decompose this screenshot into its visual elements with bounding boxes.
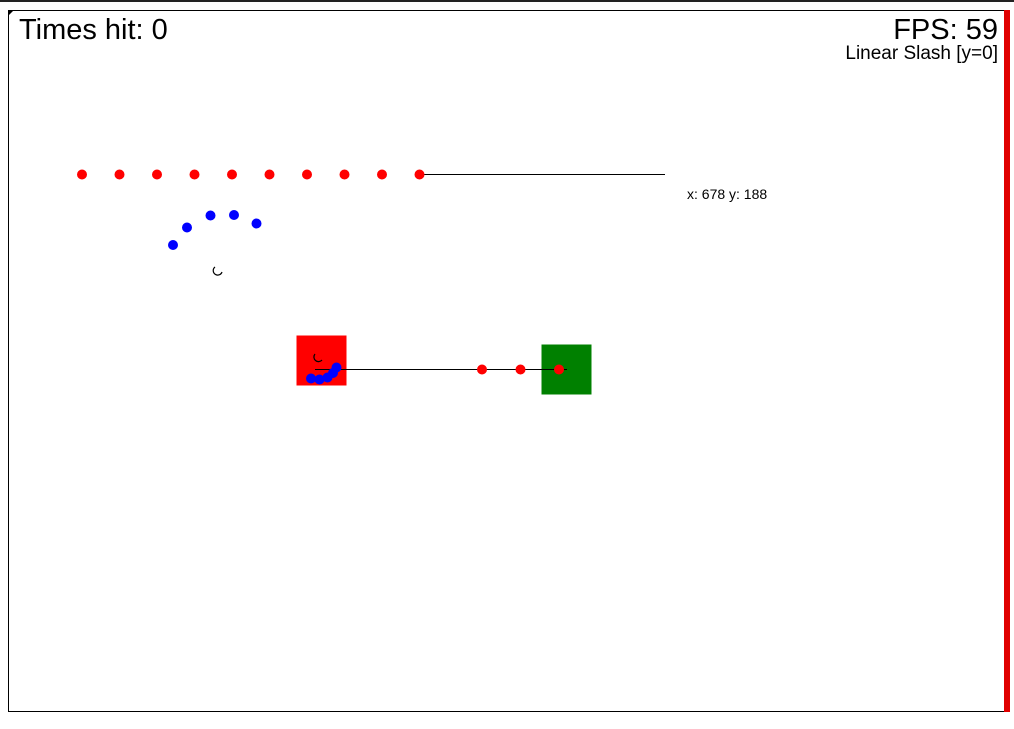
corner-marker-icon bbox=[8, 10, 14, 16]
blue-dot bbox=[168, 240, 178, 250]
red-dot bbox=[77, 169, 87, 180]
red-dot bbox=[152, 169, 162, 180]
red-dot bbox=[477, 364, 487, 375]
blue-dot bbox=[182, 222, 192, 233]
lower-blue-arc bbox=[306, 362, 342, 385]
upper-blue-arc bbox=[168, 210, 262, 250]
blue-dot bbox=[251, 218, 262, 229]
red-dot bbox=[554, 364, 564, 375]
red-dot bbox=[189, 169, 200, 180]
spinner-cursor-icon bbox=[212, 266, 223, 276]
blue-dot bbox=[314, 374, 325, 385]
cursor-coordinate-readout: x: 678 y: 188 bbox=[687, 186, 768, 202]
red-dot bbox=[515, 364, 526, 375]
times-hit-counter: Times hit: 0 bbox=[19, 14, 168, 46]
blue-dot bbox=[205, 210, 216, 221]
right-wall bbox=[1004, 10, 1010, 712]
blue-dot bbox=[331, 362, 342, 373]
red-dot bbox=[114, 169, 125, 180]
fps-counter: FPS: 59 bbox=[893, 14, 998, 46]
blue-dot bbox=[306, 373, 316, 384]
red-dot bbox=[414, 169, 425, 180]
red-dot bbox=[302, 169, 312, 180]
spinner-cursor-icon bbox=[313, 353, 323, 363]
red-dot bbox=[339, 169, 350, 180]
upper-slash-trail bbox=[77, 169, 665, 180]
blue-dot bbox=[229, 210, 239, 220]
game-canvas[interactable] bbox=[8, 10, 1010, 712]
lower-slash-trail bbox=[477, 364, 564, 375]
red-dot bbox=[377, 169, 387, 180]
attack-mode-label: Linear Slash [y=0] bbox=[845, 43, 998, 64]
top-border-line bbox=[0, 0, 1014, 2]
red-dot bbox=[227, 169, 237, 180]
red-dot bbox=[264, 169, 275, 180]
